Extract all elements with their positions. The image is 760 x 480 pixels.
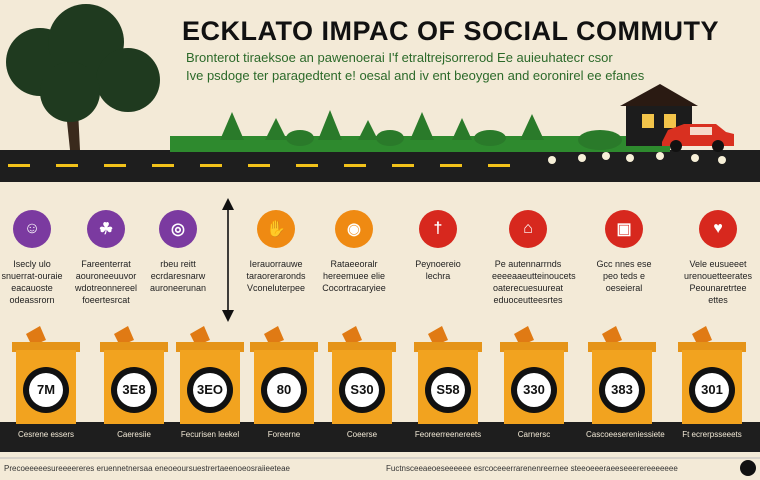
bin-label: Cascoeesereniessiete bbox=[586, 430, 665, 439]
road bbox=[0, 150, 760, 182]
bin-value: 383 bbox=[611, 382, 633, 397]
bin-value: S30 bbox=[350, 382, 374, 397]
street-lights bbox=[548, 152, 726, 164]
footer-text-left: Precoeeeeesureeeereres eruennetnersaa en… bbox=[4, 464, 290, 473]
box-icon: ▣ bbox=[605, 210, 643, 248]
bin-value: 7M bbox=[36, 382, 56, 397]
bin-label: Foreerne bbox=[267, 430, 301, 439]
car-illustration bbox=[662, 124, 734, 152]
house-icon: ⌂ bbox=[509, 210, 547, 248]
category-description: Peynoereio lechra bbox=[415, 259, 461, 281]
house-illustration bbox=[620, 84, 698, 146]
bin-graphic bbox=[500, 326, 568, 424]
category-description: Pe autennarrnds eeeeaaeutteinoucets oatere… bbox=[492, 259, 576, 305]
bin-label: Caeresiie bbox=[117, 430, 151, 439]
bin-label-band bbox=[0, 422, 760, 452]
heart-icon: ♥ bbox=[699, 210, 737, 248]
bin-graphic bbox=[100, 326, 168, 424]
bin-label: Feoreerreenereets bbox=[414, 430, 482, 439]
person-icon: † bbox=[419, 210, 457, 248]
page-title: ECKLATO IMPAC OF SOCIAL COMMUTY bbox=[182, 16, 719, 46]
bin-graphic bbox=[588, 326, 656, 424]
category-description: Isecly ulo snuerrat-ouraie eacauoste odeass… bbox=[1, 259, 63, 305]
category-description: Fareenterrat aouroneeuuvor wdotreonnereel f… bbox=[74, 259, 138, 305]
bin-value: 80 bbox=[276, 382, 292, 397]
road-dashes bbox=[8, 164, 510, 167]
bin-value: 3EO bbox=[196, 382, 223, 397]
globe-icon: ◎ bbox=[159, 210, 197, 248]
bin-graphic bbox=[678, 326, 746, 424]
bin-label: Cesrene essers bbox=[17, 430, 75, 439]
leaf-icon: ☘ bbox=[87, 210, 125, 248]
bushes bbox=[220, 110, 622, 150]
bin-label: Carnersc bbox=[517, 430, 551, 439]
category-description: Vele eusueeet urenouetteerates Peounaretrt… bbox=[683, 259, 753, 305]
hand-icon: ✋ bbox=[257, 210, 295, 248]
bin-graphic bbox=[12, 326, 80, 424]
bin-value: S58 bbox=[436, 382, 460, 397]
subtitle-line-2: Ive psdoge ter paragedtent e! oesal and … bbox=[186, 68, 645, 83]
bin-graphic bbox=[414, 326, 482, 424]
bin-value: 330 bbox=[523, 382, 545, 397]
corner-badge-icon bbox=[740, 460, 756, 476]
category-description: Ierauorrauwe taraoreraronds Vconeluterpee bbox=[246, 259, 306, 293]
footer-text-right: Fuctnsceeaeoeseeeeee esrcoceeerrarenenre… bbox=[386, 464, 678, 473]
tree-illustration bbox=[6, 4, 160, 150]
bin-graphic bbox=[250, 326, 318, 424]
category-description: Gcc nnes ese peo teds e oeseieral bbox=[596, 259, 652, 293]
category-description: Rataeeoralr hereemuee elie Cocortracaryiee bbox=[322, 259, 386, 293]
bin-label: Ft ecrerpsseeets bbox=[682, 430, 742, 439]
bin-label: Coeerse bbox=[346, 430, 378, 439]
people-icon: ☺ bbox=[13, 210, 51, 248]
bin-value: 301 bbox=[701, 382, 723, 397]
vertical-arrow bbox=[222, 198, 234, 322]
coin-icon: ◉ bbox=[335, 210, 373, 248]
bin-value: 3E8 bbox=[122, 382, 146, 397]
category-description: rbeu reitt ecrdaresnarw auroneerunan bbox=[149, 259, 207, 293]
bin-graphic bbox=[176, 326, 244, 424]
bin-graphic bbox=[328, 326, 396, 424]
bin-label: Fecurisen leekel bbox=[180, 430, 240, 439]
subtitle-line-1: Bronterot tiraeksoe an pawenoerai I'f et… bbox=[186, 50, 613, 65]
